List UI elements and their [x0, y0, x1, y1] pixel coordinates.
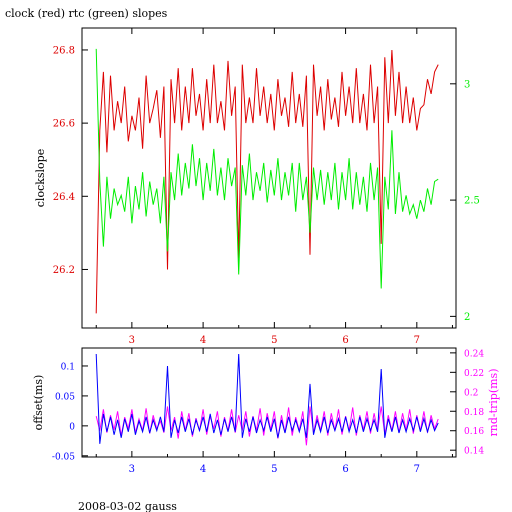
y-tick-label: -0.05 [52, 452, 75, 462]
x-tick-label: 7 [414, 335, 420, 346]
y2-tick-label: 0.22 [464, 369, 484, 379]
x-tick-label: 3 [129, 335, 135, 346]
y2-tick-label: 0.16 [464, 427, 484, 437]
y-tick-label: 26.2 [53, 265, 75, 276]
top-chart: 3 4 5 6 7 26.2 26.4 26.6 26.8 2 2.5 3 clockslope [34, 27, 480, 346]
y2-tick-label: 2.5 [464, 196, 480, 207]
y2-axis-label: rnd-trip(ms) [487, 369, 500, 437]
y-tick-label: 0 [69, 422, 75, 432]
x-tick-label: 5 [271, 335, 277, 346]
x-tick-label: 3 [129, 464, 135, 475]
y2-tick-label: 0.18 [464, 408, 484, 418]
figure-title: clock (red) rtc (green) slopes [5, 7, 168, 20]
x-tick-label: 6 [342, 464, 348, 475]
bottom-chart: 3 4 5 6 7 -0.05 0 0.05 0.1 0.14 0.16 0.18 0.2 0.22 0.2… [32, 347, 500, 475]
series-line-1 [95, 406, 439, 446]
x-tick-label: 5 [271, 464, 277, 475]
y2-tick-label: 3 [464, 79, 470, 90]
x-tick-label: 4 [200, 335, 206, 346]
series-line-2 [95, 353, 439, 444]
x-tick-label: 7 [414, 464, 420, 475]
y2-tick-label: 0.14 [464, 447, 484, 457]
series-line-1 [95, 49, 439, 314]
y-tick-label: 26.4 [53, 192, 75, 203]
y-tick-label: 0.1 [61, 362, 75, 372]
y-tick-label: 26.8 [53, 45, 75, 56]
y-axis-label: clockslope [34, 149, 47, 207]
x-tick-label: 4 [200, 464, 206, 475]
footer-label: 2008-03-02 gauss [78, 500, 177, 512]
plot-frame [81, 347, 457, 458]
y2-tick-label: 0.2 [464, 388, 478, 398]
series-line-2 [95, 48, 439, 289]
y-tick-label: 0.05 [55, 392, 75, 402]
y-axis-label: offset(ms) [32, 375, 45, 431]
x-tick-label: 6 [342, 335, 348, 346]
y-tick-label: 26.6 [53, 119, 75, 130]
plot-frame [81, 27, 457, 329]
y2-tick-label: 0.24 [464, 349, 484, 359]
y2-tick-label: 2 [464, 312, 470, 323]
